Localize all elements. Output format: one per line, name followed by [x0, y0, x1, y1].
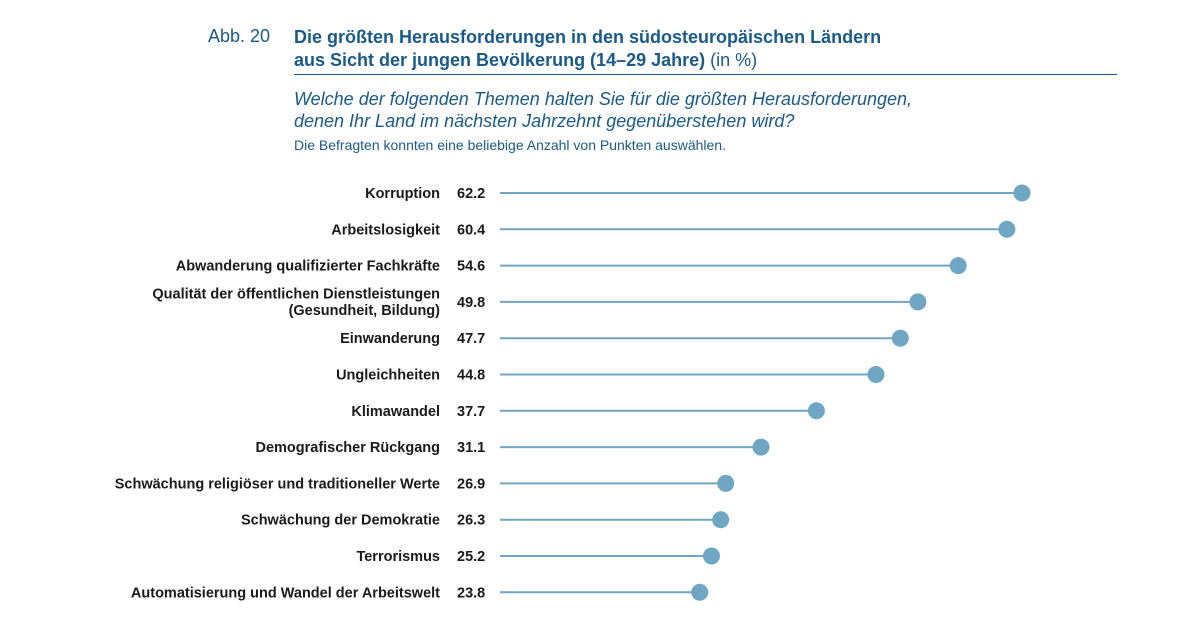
lollipop-dot: [1013, 184, 1031, 202]
category-label-line: Einwanderung: [340, 331, 440, 347]
category-label: Schwächung religiöser und traditioneller…: [115, 476, 440, 492]
chart-row: Korruption 62.2: [365, 184, 1031, 202]
value-label: 44.8: [457, 368, 485, 384]
chart-row: Demografischer Rückgang 31.1: [255, 438, 770, 456]
category-label-line: Ungleichheiten: [336, 368, 440, 384]
lollipop-dot: [949, 257, 967, 275]
chart-row: Schwächung religiöser und traditioneller…: [115, 474, 735, 492]
lollipop-dot: [891, 329, 909, 347]
value-label: 54.6: [457, 259, 485, 275]
chart-row: Qualität der öffentlichen Dienstleistung…: [152, 287, 927, 320]
value-label: 25.2: [457, 549, 485, 565]
lollipop-dot: [998, 220, 1016, 238]
value-label: 31.1: [457, 440, 485, 456]
chart-row: Arbeitslosigkeit 60.4: [331, 220, 1016, 238]
value-label: 62.2: [457, 186, 485, 202]
value-label: 26.9: [457, 476, 485, 492]
category-label-line: Automatisierung und Wandel der Arbeitswe…: [131, 585, 440, 601]
survey-note: Die Befragten konnten eine beliebige Anz…: [294, 137, 726, 153]
category-label: Arbeitslosigkeit: [331, 222, 440, 238]
lollipop-dot: [867, 366, 885, 383]
chart-row: Terrorismus 25.2: [356, 547, 720, 565]
category-label: Ungleichheiten: [336, 368, 440, 384]
category-label-line: Schwächung religiöser und traditioneller…: [115, 476, 440, 492]
category-label: Demografischer Rückgang: [255, 440, 440, 456]
category-label: Klimawandel: [351, 404, 440, 420]
value-label: 23.8: [457, 585, 485, 601]
lollipop-dot: [752, 438, 770, 456]
chart-title-line2: aus Sicht der jungen Bevölkerung (14–29 …: [294, 50, 706, 70]
category-label-line: Arbeitslosigkeit: [331, 222, 440, 238]
survey-question-line1: Welche der folgenden Themen halten Sie f…: [294, 89, 913, 109]
category-label-line: Schwächung der Demokratie: [241, 513, 440, 529]
category-label-line: Demografischer Rückgang: [255, 440, 440, 456]
category-label-line: (Gesundheit, Bildung): [289, 303, 441, 319]
value-label: 60.4: [457, 222, 485, 238]
category-label-line: Terrorismus: [356, 549, 440, 565]
category-label: Schwächung der Demokratie: [241, 513, 440, 529]
category-label-line: Klimawandel: [351, 404, 440, 420]
chart-row: Automatisierung und Wandel der Arbeitswe…: [131, 583, 709, 601]
category-label: Einwanderung: [340, 331, 440, 347]
lollipop-dot: [691, 583, 709, 601]
category-label-line: Qualität der öffentlichen Dienstleistung…: [152, 287, 440, 303]
value-label: 49.8: [457, 295, 485, 311]
category-label: Automatisierung und Wandel der Arbeitswe…: [131, 585, 440, 601]
lollipop-dot: [712, 511, 730, 529]
figure-label: Abb. 20: [208, 26, 271, 46]
chart-title: Die größten Herausforderungen in den süd…: [294, 26, 994, 72]
survey-question: Welche der folgenden Themen halten Sie f…: [294, 88, 1094, 132]
chart-title-line1: Die größten Herausforderungen in den süd…: [294, 27, 882, 47]
chart-row: Schwächung der Demokratie 26.3: [241, 511, 730, 529]
lollipop-dot: [909, 293, 927, 311]
chart-row: Ungleichheiten 44.8: [336, 366, 885, 384]
category-label: Korruption: [365, 186, 440, 202]
title-divider: [294, 74, 1117, 75]
category-label: Abwanderung qualifizierter Fachkräfte: [176, 259, 440, 275]
chart-row: Klimawandel 37.7: [351, 402, 825, 420]
survey-question-line2: denen Ihr Land im nächsten Jahrzehnt geg…: [294, 111, 795, 131]
value-label: 37.7: [457, 404, 485, 420]
category-label: Terrorismus: [356, 549, 440, 565]
chart-row: Einwanderung 47.7: [340, 329, 909, 347]
category-label: Qualität der öffentlichen Dienstleistung…: [152, 287, 440, 320]
chart-title-unit: (in %): [705, 50, 758, 70]
lollipop-dot: [807, 402, 825, 420]
value-label: 26.3: [457, 513, 485, 529]
lollipop-dot: [717, 474, 735, 492]
chart-row: Abwanderung qualifizierter Fachkräfte 54.…: [176, 257, 967, 275]
value-label: 47.7: [457, 331, 485, 347]
category-label-line: Korruption: [365, 186, 440, 202]
category-label-line: Abwanderung qualifizierter Fachkräfte: [176, 259, 440, 275]
lollipop-dot: [702, 547, 720, 565]
